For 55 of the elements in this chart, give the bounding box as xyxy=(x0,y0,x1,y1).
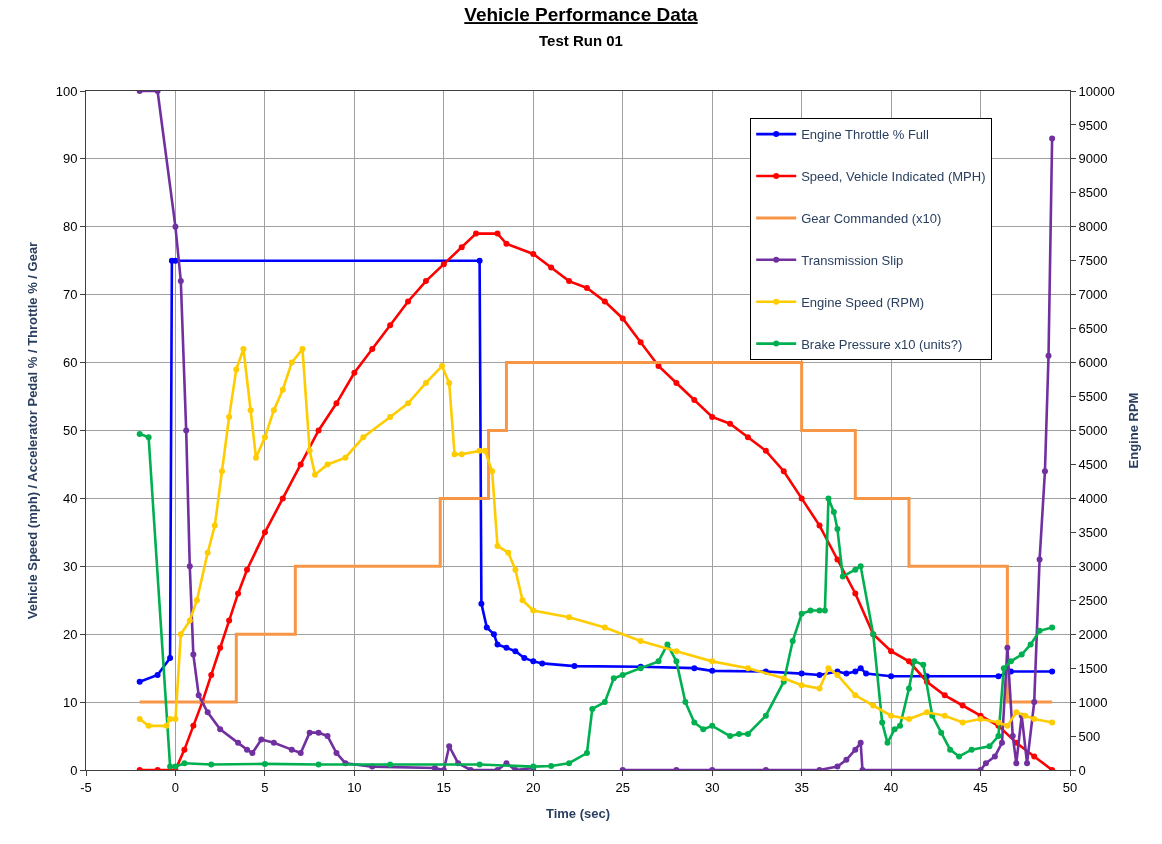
y2-tick-label: 9000 xyxy=(1078,151,1108,167)
x-tick-label: 20 xyxy=(526,779,541,795)
legend-label: Brake Pressure x10 (units?) xyxy=(801,336,963,352)
y2-tick-label: 5500 xyxy=(1078,389,1108,405)
y-axis-title: Vehicle Speed (mph) / Accelerator Pedal % / Throttle % / Gear xyxy=(24,241,40,620)
x-tick-label: 30 xyxy=(704,779,720,795)
y-tick-label: 40 xyxy=(62,490,78,506)
x-tick-label: 50 xyxy=(1062,779,1078,795)
x-tick-label: 25 xyxy=(615,779,630,795)
y2-tick-label: 4000 xyxy=(1078,490,1108,506)
y2-tick-label: 6000 xyxy=(1078,355,1108,371)
legend-label: Gear Commanded (x10) xyxy=(801,210,942,226)
y-tick-label: 30 xyxy=(62,558,78,574)
y2-tick-label: 8500 xyxy=(1078,185,1108,201)
y-tick-label: 0 xyxy=(70,762,78,778)
x-tick-label: 40 xyxy=(883,779,899,795)
legend-label: Engine Speed (RPM) xyxy=(801,294,925,310)
x-tick-label: 5 xyxy=(261,779,269,795)
y2-tick-label: 500 xyxy=(1078,728,1101,744)
y2-tick-label: 2500 xyxy=(1078,592,1108,608)
chart-subtitle: Test Run 01 xyxy=(539,31,623,49)
y-tick-label: 20 xyxy=(62,626,78,642)
y-tick-label: 90 xyxy=(62,151,78,167)
y2-tick-label: 4500 xyxy=(1078,457,1108,472)
x-tick-label: 15 xyxy=(436,779,452,795)
y2-tick-label: 5000 xyxy=(1078,423,1108,439)
y-tick-label: 50 xyxy=(62,423,78,439)
chart-title: Vehicle Performance Data xyxy=(464,4,699,26)
legend-label: Engine Throttle % Full xyxy=(801,127,929,143)
y-tick-label: 60 xyxy=(62,355,78,371)
y-tick-label: 100 xyxy=(55,83,78,99)
x-tick-label: 35 xyxy=(794,779,809,795)
y-tick-label: 80 xyxy=(62,219,78,235)
y2-tick-label: 9500 xyxy=(1078,117,1108,133)
x-tick-label: -5 xyxy=(80,779,92,795)
y2-tick-label: 1500 xyxy=(1078,660,1108,676)
y2-tick-label: 1000 xyxy=(1078,694,1108,710)
x-tick-label: 10 xyxy=(347,779,362,795)
y2-tick-label: 8000 xyxy=(1078,219,1108,235)
y2-tick-label: 6500 xyxy=(1078,321,1108,337)
y2-tick-label: 0 xyxy=(1078,762,1086,778)
y2-axis-title: Engine RPM xyxy=(1126,392,1142,469)
y2-tick-label: 7000 xyxy=(1078,287,1108,303)
y2-tick-label: 2000 xyxy=(1078,626,1108,642)
x-tick-label: 0 xyxy=(171,779,180,795)
y-tick-label: 70 xyxy=(62,287,78,303)
y2-tick-label: 3000 xyxy=(1078,558,1108,574)
y2-tick-label: 10000 xyxy=(1078,83,1115,99)
legend-label: Transmission Slip xyxy=(801,252,904,268)
y-tick-label: 10 xyxy=(62,694,78,710)
x-axis-title: Time (sec) xyxy=(545,806,611,822)
legend-label: Speed, Vehicle Indicated (MPH) xyxy=(801,169,986,185)
x-tick-label: 45 xyxy=(973,779,988,795)
y2-tick-label: 3500 xyxy=(1078,524,1108,540)
y2-tick-label: 7500 xyxy=(1078,253,1108,269)
